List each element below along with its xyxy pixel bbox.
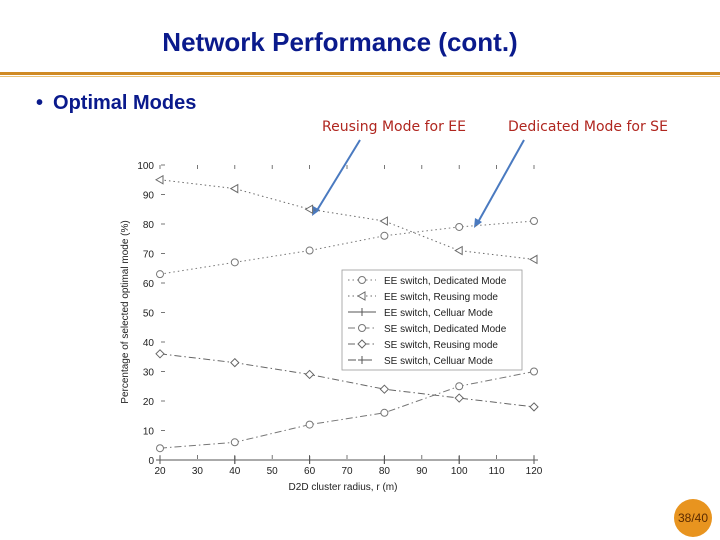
data-point [528,254,538,265]
x-tick-label: 120 [526,466,543,477]
y-tick-label: 60 [143,279,155,290]
data-point [380,408,389,417]
title-divider [0,72,720,75]
page-number-badge: 38/40 [674,499,712,537]
data-point [304,204,314,215]
legend-item: EE switch, Celluar Mode [348,308,493,319]
x-tick-label: 40 [229,466,241,477]
x-tick-label: 30 [192,466,204,477]
data-point [305,246,314,255]
x-tick-label: 110 [489,466,505,477]
y-tick-label: 0 [148,456,154,467]
data-point [358,308,366,316]
data-point [230,258,239,267]
y-tick-label: 80 [143,220,155,231]
series-line [159,179,535,260]
legend-item: SE switch, Reusing mode [348,339,498,351]
y-tick-label: 40 [143,338,155,349]
series-line [159,371,535,449]
x-tick-label: 80 [379,466,391,477]
legend-item: EE switch, Dedicated Mode [348,276,507,287]
x-tick-label: 100 [451,466,468,477]
bullet-marker: • [36,92,44,114]
data-point [229,183,239,194]
data-point [529,402,539,412]
title-divider-thin [0,76,720,77]
data-point [156,270,164,279]
data-point [358,324,366,332]
data-point [455,222,464,231]
data-point [230,456,239,464]
data-point [455,456,464,464]
legend-label: SE switch, Reusing mode [384,340,498,351]
legend-item: EE switch, Reusing mode [348,291,498,303]
data-point [230,438,239,447]
data-point [305,420,314,429]
y-tick-label: 70 [143,250,155,261]
data-point [156,456,164,464]
callout-arrow-ee [315,139,361,213]
bullet-text: Optimal Modes [53,92,197,114]
y-tick-label: 50 [143,309,155,320]
legend-label: EE switch, Reusing mode [384,292,498,303]
series [156,367,538,453]
data-point [356,291,366,301]
data-point [358,356,366,364]
x-axis-label: D2D cluster radius, r (m) [289,482,398,493]
legend-item: SE switch, Celluar Mode [348,356,493,367]
data-point [380,231,389,240]
data-point [305,456,314,464]
y-tick-label: 20 [143,397,155,408]
legend-label: EE switch, Celluar Mode [384,308,493,319]
data-point [230,357,240,368]
series [156,217,538,279]
data-point [380,456,389,464]
bullet-point: • Optimal Modes [36,92,196,115]
data-point [454,393,464,403]
data-point [379,384,390,394]
data-point [530,456,538,464]
data-point [358,276,366,284]
data-point [455,382,464,391]
callout-dedicated-mode-se: Dedicated Mode for SE [508,119,668,135]
x-tick-label: 50 [267,466,279,477]
y-tick-label: 90 [143,191,155,202]
x-tick-label: 90 [416,466,428,477]
callout-reusing-mode-ee: Reusing Mode for EE [322,119,466,135]
data-point [357,339,367,349]
series-line [159,353,535,408]
legend-label: SE switch, Dedicated Mode [384,324,507,335]
series [156,456,538,464]
y-tick-label: 10 [143,427,155,438]
data-point [530,217,538,226]
series [154,174,538,265]
legend-label: EE switch, Dedicated Mode [384,276,507,287]
data-point [155,349,165,359]
data-point [304,369,315,380]
callout-arrow-se [476,139,525,225]
callout-arrowhead-se [474,218,482,228]
legend-box [341,269,523,371]
y-tick-label: 100 [137,161,154,172]
callout-arrowhead-ee [312,206,320,216]
x-tick-label: 60 [304,466,316,477]
legend-label: SE switch, Celluar Mode [384,356,493,367]
series-line [159,220,535,275]
data-point [154,174,164,185]
x-tick-label: 70 [341,466,353,477]
legend-item: SE switch, Dedicated Mode [348,324,507,335]
y-tick-label: 30 [143,368,155,379]
y-axis-label: Percentage of selected optimal mode (%) [120,220,131,403]
data-point [530,367,538,376]
series [155,349,539,412]
data-point [379,216,388,226]
slide-title: Network Performance (cont.) [162,27,518,57]
data-point [454,245,463,256]
x-tick-label: 20 [154,466,166,477]
data-point [156,444,164,453]
